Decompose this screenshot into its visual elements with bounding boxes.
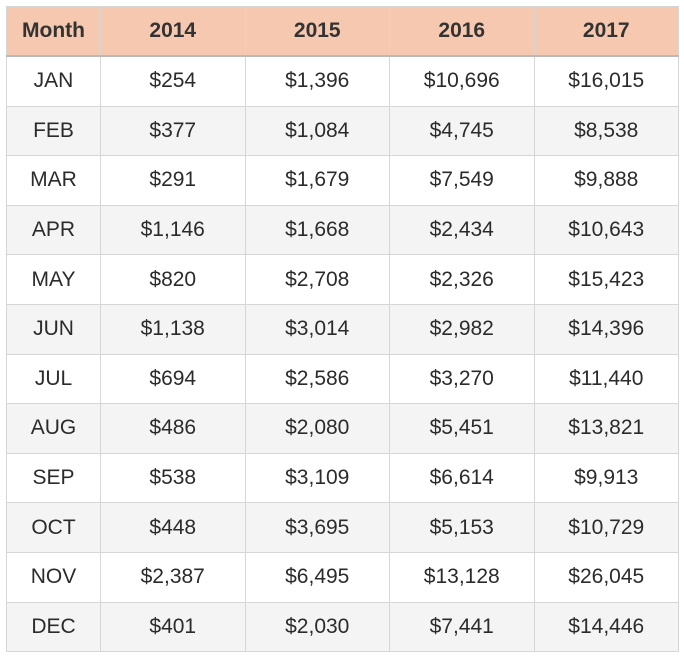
value-cell-2015: $1,668 [244, 204, 390, 256]
table-row: DEC $401 $2,030 $7,441 $14,446 [6, 601, 679, 653]
value-cell-2017: $26,045 [533, 551, 679, 603]
value-cell-2016: $3,270 [389, 353, 535, 405]
value-cell-2016: $2,326 [389, 254, 535, 305]
value-cell-2014: $377 [100, 105, 246, 157]
value-cell-2015: $2,586 [244, 353, 390, 405]
value-cell-2015: $3,014 [244, 303, 390, 355]
value-cell-2016: $5,153 [389, 502, 535, 553]
value-cell-2016: $7,441 [389, 601, 535, 653]
table-body: JAN $254 $1,396 $10,696 $16,015 FEB $377 $1,084… [6, 55, 679, 653]
monthly-data-table: Month 2014 2015 2016 2017 JAN $254 $1,396 $… [6, 6, 679, 653]
value-cell-2014: $291 [100, 155, 246, 206]
value-cell-2017: $13,821 [533, 403, 679, 454]
month-cell: JAN [6, 55, 101, 107]
value-cell-2017: $16,015 [533, 55, 679, 107]
column-header-2015: 2015 [244, 6, 390, 57]
value-cell-2014: $820 [100, 254, 246, 305]
month-cell: SEP [6, 452, 101, 504]
column-header-2017: 2017 [533, 6, 679, 57]
value-cell-2016: $5,451 [389, 403, 535, 454]
value-cell-2015: $1,679 [244, 155, 390, 206]
value-cell-2017: $9,888 [533, 155, 679, 206]
column-header-2014: 2014 [100, 6, 246, 57]
table-row: SEP $538 $3,109 $6,614 $9,913 [6, 452, 679, 504]
value-cell-2017: $14,446 [533, 601, 679, 653]
value-cell-2014: $448 [100, 502, 246, 553]
month-cell: MAR [6, 155, 101, 206]
value-cell-2015: $1,084 [244, 105, 390, 157]
value-cell-2014: $538 [100, 452, 246, 504]
value-cell-2014: $486 [100, 403, 246, 454]
month-cell: DEC [6, 601, 101, 653]
value-cell-2015: $2,708 [244, 254, 390, 305]
value-cell-2015: $3,695 [244, 502, 390, 553]
month-cell: FEB [6, 105, 101, 157]
value-cell-2017: $15,423 [533, 254, 679, 305]
column-header-month: Month [6, 6, 101, 57]
value-cell-2015: $2,080 [244, 403, 390, 454]
month-cell: MAY [6, 254, 101, 305]
value-cell-2014: $254 [100, 55, 246, 107]
month-cell: APR [6, 204, 101, 256]
table-row: MAR $291 $1,679 $7,549 $9,888 [6, 155, 679, 206]
value-cell-2015: $6,495 [244, 551, 390, 603]
value-cell-2016: $10,696 [389, 55, 535, 107]
value-cell-2017: $10,729 [533, 502, 679, 553]
table-row: NOV $2,387 $6,495 $13,128 $26,045 [6, 551, 679, 603]
value-cell-2014: $2,387 [100, 551, 246, 603]
value-cell-2014: $401 [100, 601, 246, 653]
value-cell-2016: $2,982 [389, 303, 535, 355]
table-row: JAN $254 $1,396 $10,696 $16,015 [6, 55, 679, 107]
value-cell-2015: $3,109 [244, 452, 390, 504]
month-cell: OCT [6, 502, 101, 553]
month-cell: JUN [6, 303, 101, 355]
value-cell-2014: $1,138 [100, 303, 246, 355]
month-cell: JUL [6, 353, 101, 405]
value-cell-2016: $6,614 [389, 452, 535, 504]
table-row: OCT $448 $3,695 $5,153 $10,729 [6, 502, 679, 553]
header-row: Month 2014 2015 2016 2017 [6, 6, 679, 57]
value-cell-2016: $7,549 [389, 155, 535, 206]
month-cell: NOV [6, 551, 101, 603]
table-row: APR $1,146 $1,668 $2,434 $10,643 [6, 204, 679, 256]
table-row: FEB $377 $1,084 $4,745 $8,538 [6, 105, 679, 157]
table-row: JUN $1,138 $3,014 $2,982 $14,396 [6, 303, 679, 355]
value-cell-2014: $694 [100, 353, 246, 405]
month-cell: AUG [6, 403, 101, 454]
value-cell-2017: $10,643 [533, 204, 679, 256]
value-cell-2017: $11,440 [533, 353, 679, 405]
value-cell-2015: $1,396 [244, 55, 390, 107]
value-cell-2015: $2,030 [244, 601, 390, 653]
value-cell-2017: $9,913 [533, 452, 679, 504]
table-row: JUL $694 $2,586 $3,270 $11,440 [6, 353, 679, 405]
value-cell-2017: $8,538 [533, 105, 679, 157]
value-cell-2016: $2,434 [389, 204, 535, 256]
table-row: AUG $486 $2,080 $5,451 $13,821 [6, 403, 679, 454]
table-row: MAY $820 $2,708 $2,326 $15,423 [6, 254, 679, 305]
value-cell-2016: $13,128 [389, 551, 535, 603]
value-cell-2017: $14,396 [533, 303, 679, 355]
column-header-2016: 2016 [389, 6, 535, 57]
value-cell-2014: $1,146 [100, 204, 246, 256]
value-cell-2016: $4,745 [389, 105, 535, 157]
